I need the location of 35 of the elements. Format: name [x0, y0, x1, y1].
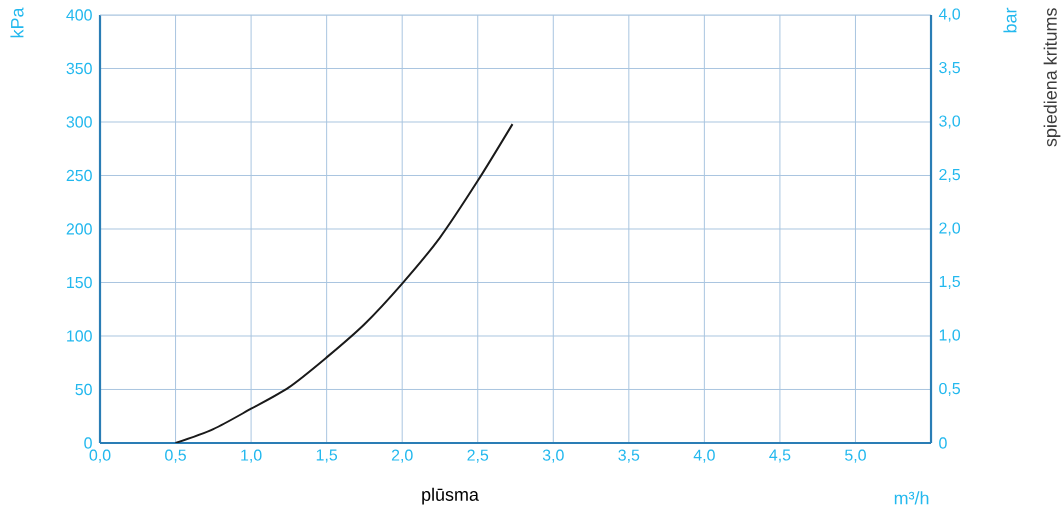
y2-axis-title: bar: [1003, 7, 1017, 33]
y-tick-label: 400: [66, 9, 92, 21]
x-tick-label: 3,5: [618, 449, 640, 463]
y-axis-title: kPa: [10, 7, 24, 38]
text: spiediena kritums: [1043, 8, 1061, 147]
y-tick-label: 300: [66, 116, 92, 128]
x-tick-label: 5,0: [845, 449, 866, 463]
x-tick-label: 1,5: [316, 449, 338, 463]
x-tick-label: 4,0: [693, 449, 715, 463]
y-tick-label: 150: [67, 276, 92, 289]
y-tick-label: 250: [66, 169, 92, 182]
x-tick-label: 2,0: [391, 449, 413, 463]
y-tick-label: 100: [67, 330, 92, 342]
y2-tick-label: 2,0: [939, 222, 961, 236]
y2-tick-label: 3,0: [939, 115, 961, 129]
y2-tick-label: 4,0: [938, 8, 961, 22]
y2-tick-label: 1,0: [939, 329, 961, 343]
y2-tick-label: 0: [939, 437, 947, 449]
line-series: [174, 123, 514, 443]
y-tick-label: 200: [66, 223, 92, 235]
x-tick-label: 2,5: [467, 449, 489, 463]
y2-tick-label: 0,5: [939, 382, 961, 397]
y2-tick-label: 2,5: [939, 168, 961, 183]
x-tick-label: 4,5: [769, 449, 791, 463]
x-tick-label: 0,0: [89, 449, 111, 463]
text: m³/h: [894, 491, 929, 505]
y-tick-label: 0: [84, 437, 92, 449]
y2-tick-label: 1,5: [939, 275, 961, 289]
x-tick-label: 3,0: [542, 449, 564, 463]
x-axis-title: plūsma: [422, 487, 479, 505]
x-tick-label: 1,0: [241, 449, 262, 463]
y2-tick-label: 3,5: [939, 61, 961, 76]
y-tick-label: 350: [66, 62, 92, 75]
x-tick-label: 0,5: [165, 449, 186, 463]
y-tick-label: 50: [75, 383, 92, 396]
